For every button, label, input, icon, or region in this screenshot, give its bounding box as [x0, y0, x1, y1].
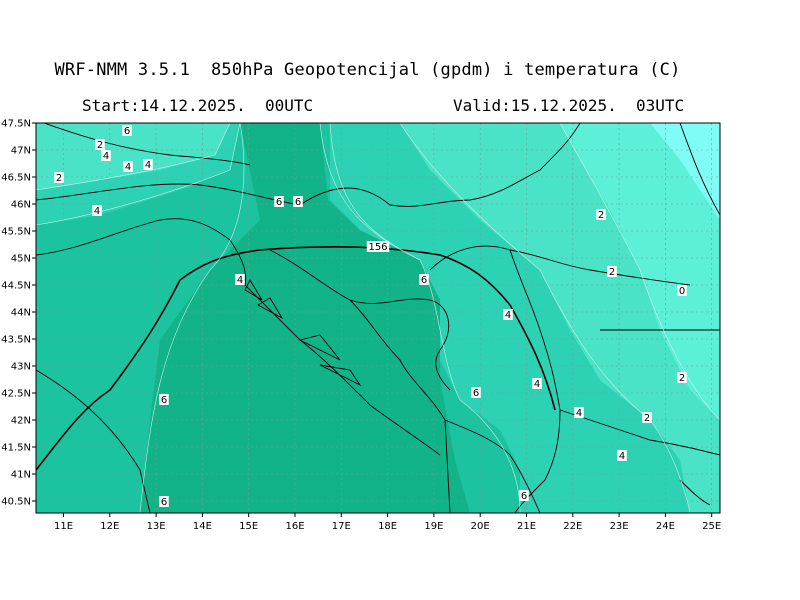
contour-label: 6: [276, 197, 282, 208]
contour-label-bg: [293, 196, 303, 207]
plot-frame: [35, 122, 721, 514]
contour-label: 4: [103, 151, 109, 162]
lat-tick-label: 44.5N: [1, 281, 31, 292]
temperature-field-minus2c: [650, 123, 720, 220]
lon-tick-label: 13E: [147, 521, 166, 532]
contour-label-bg: [159, 496, 169, 507]
contour-label: 4: [125, 162, 131, 173]
lat-tick-label: 41N: [11, 470, 31, 481]
lon-tick-label: 12E: [100, 521, 119, 532]
contour-label-bg: [519, 490, 529, 501]
contour-label-bg: [366, 241, 390, 252]
lat-tick-label: 41.5N: [1, 443, 31, 454]
lat-tick-label: 42.5N: [1, 389, 31, 400]
contour-label: 4: [237, 275, 243, 286]
contour-label-bg: [607, 266, 617, 277]
lat-tick-label: 40.5N: [1, 497, 31, 508]
lon-tick-label: 22E: [563, 521, 582, 532]
lat-tick-label: 43N: [11, 362, 31, 373]
lon-tick-label: 18E: [378, 521, 397, 532]
contour-label-bg: [596, 209, 606, 220]
contour-label: 4: [505, 310, 511, 321]
lon-tick-label: 11E: [54, 521, 73, 532]
contour-label-bg: [677, 285, 687, 296]
contour-label: 6: [521, 491, 527, 502]
lat-tick-label: 47N: [11, 146, 31, 157]
contour-label-bg: [159, 394, 169, 405]
contour-label-bg: [471, 387, 481, 398]
contour-label-bg: [574, 407, 584, 418]
contour-label-bg: [54, 172, 64, 183]
contour-label-bg: [95, 139, 105, 150]
lon-tick-label: 24E: [656, 521, 675, 532]
lat-tick-label: 46N: [11, 200, 31, 211]
lon-tick-label: 17E: [332, 521, 351, 532]
lat-tick-label: 45N: [11, 254, 31, 265]
contour-label: 2: [609, 267, 615, 278]
contour-label: 6: [124, 126, 130, 137]
lat-tick-label: 42N: [11, 416, 31, 427]
lat-tick-label: 45.5N: [1, 227, 31, 238]
contour-label: 156: [368, 242, 387, 253]
contour-label-bg: [122, 125, 132, 136]
lat-tick-label: 44N: [11, 308, 31, 319]
valid-time: Valid:15.12.2025. 03UTC: [453, 96, 685, 115]
lon-tick-label: 14E: [193, 521, 212, 532]
contour-label-bg: [677, 372, 687, 383]
contour-label: 6: [295, 197, 301, 208]
contour-label-bg: [123, 161, 133, 172]
axes: 47.5N 47N 46.5N 46N 45.5N 45N 44.5N 44N 43.5N 43N…: [1, 119, 721, 533]
lon-tick-label: 19E: [424, 521, 443, 532]
contour-label: 2: [56, 173, 62, 184]
chart-title: WRF-NMM 3.5.1 850hPa Geopotencijal (gpdm…: [54, 60, 681, 80]
contour-label-bg: [503, 309, 513, 320]
contour-label: 4: [619, 451, 625, 462]
contour-label: 2: [598, 210, 604, 221]
contour-label-bg: [235, 274, 245, 285]
contour-label: 2: [644, 413, 650, 424]
lon-tick-label: 15E: [239, 521, 258, 532]
contour-label: 4: [534, 379, 540, 390]
lon-tick-label: 21E: [517, 521, 536, 532]
contour-label-bg: [101, 150, 111, 161]
lon-tick-label: 23E: [610, 521, 629, 532]
contour-label: 0: [679, 286, 685, 297]
contour-label-bg: [532, 378, 542, 389]
lat-tick-label: 43.5N: [1, 335, 31, 346]
temperature-field-0c: [560, 123, 720, 420]
contour-label: 6: [161, 497, 167, 508]
lat-tick-label: 46.5N: [1, 173, 31, 184]
coastlines-borders: [36, 123, 720, 513]
contour-label-bg: [617, 450, 627, 461]
lat-tick-label: 47.5N: [1, 119, 31, 130]
contour-label-bg: [642, 412, 652, 423]
contour-label: 6: [473, 388, 479, 399]
contour-label: 4: [94, 206, 100, 217]
lat-lon-grid: [36, 123, 720, 513]
start-time: Start:14.12.2025. 00UTC: [82, 96, 314, 115]
contour-label: 2: [679, 373, 685, 384]
geopotential-contour-156: [36, 245, 556, 471]
contour-label-bg: [274, 196, 284, 207]
contour-label: 6: [161, 395, 167, 406]
lon-tick-label: 20E: [471, 521, 490, 532]
contour-label: 4: [145, 160, 151, 171]
lon-tick-label: 25E: [702, 521, 721, 532]
temperature-isolines: [36, 123, 720, 513]
lon-tick-label: 16E: [285, 521, 304, 532]
temperature-field-8c: [140, 123, 470, 513]
contour-label-bg: [143, 159, 153, 170]
contour-label: 2: [97, 140, 103, 151]
contour-label: 4: [576, 408, 582, 419]
temperature-field-2c-north: [36, 123, 230, 190]
contour-label-bg: [92, 205, 102, 216]
contour-label-bg: [419, 274, 429, 285]
contour-label: 6: [421, 275, 427, 286]
